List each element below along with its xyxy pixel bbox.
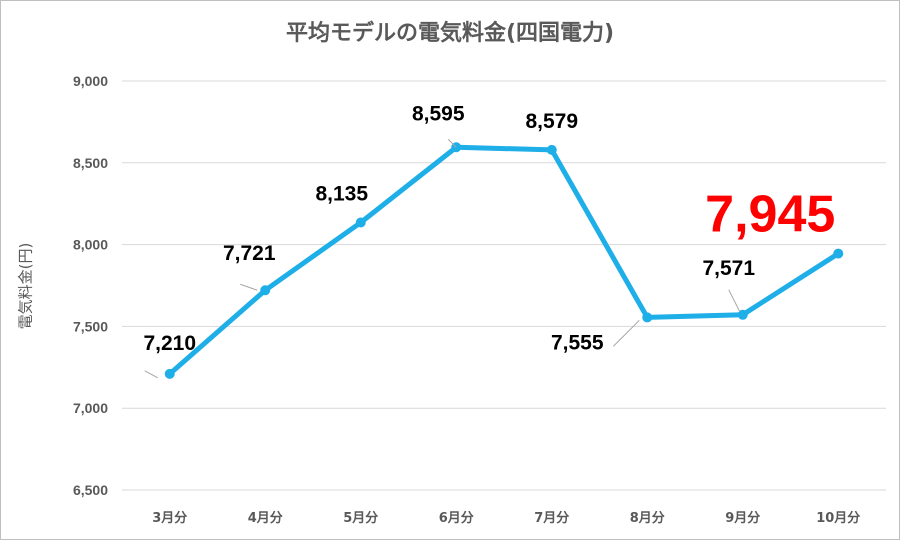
y-tick-label: 8,000 — [73, 237, 108, 253]
data-point — [546, 144, 557, 155]
data-label: 7,721 — [223, 242, 276, 265]
series-line — [167, 144, 841, 377]
data-point — [737, 309, 748, 320]
y-tick-label: 7,500 — [73, 318, 108, 334]
data-label: 7,555 — [551, 331, 604, 354]
y-tick-label: 6,500 — [73, 482, 108, 498]
x-tick-label: 3月分 — [152, 510, 187, 526]
highlight-value-label: 7,945 — [705, 186, 835, 244]
leader-line — [728, 289, 741, 313]
x-tick-label: 9月分 — [725, 510, 760, 526]
data-label: 7,210 — [143, 332, 196, 355]
data-label: 8,595 — [412, 102, 465, 125]
leader-line — [447, 138, 457, 148]
leader-line — [240, 283, 258, 291]
x-tick-label: 8月分 — [630, 510, 665, 526]
x-tick-label: 5月分 — [343, 510, 378, 526]
x-tick-label: 6月分 — [439, 510, 474, 526]
leader-line — [144, 370, 158, 379]
leader-line — [612, 320, 640, 347]
y-tick-label: 7,000 — [73, 400, 108, 416]
x-tick-label: 10月分 — [816, 510, 860, 526]
chart-title: 平均モデルの電気料金(四国電力) — [285, 21, 615, 46]
data-point — [642, 312, 653, 323]
x-tick-label: 4月分 — [248, 510, 283, 526]
y-tick-label: 9,000 — [73, 73, 108, 89]
x-tick-label: 7月分 — [534, 510, 569, 526]
data-label: 7,571 — [702, 257, 755, 280]
y-tick-label: 8,500 — [73, 155, 108, 171]
data-point — [355, 217, 366, 228]
data-point — [164, 368, 175, 379]
data-label: 8,579 — [525, 110, 578, 133]
data-label: 8,135 — [315, 183, 368, 206]
data-point — [260, 285, 271, 296]
data-point — [833, 248, 844, 259]
